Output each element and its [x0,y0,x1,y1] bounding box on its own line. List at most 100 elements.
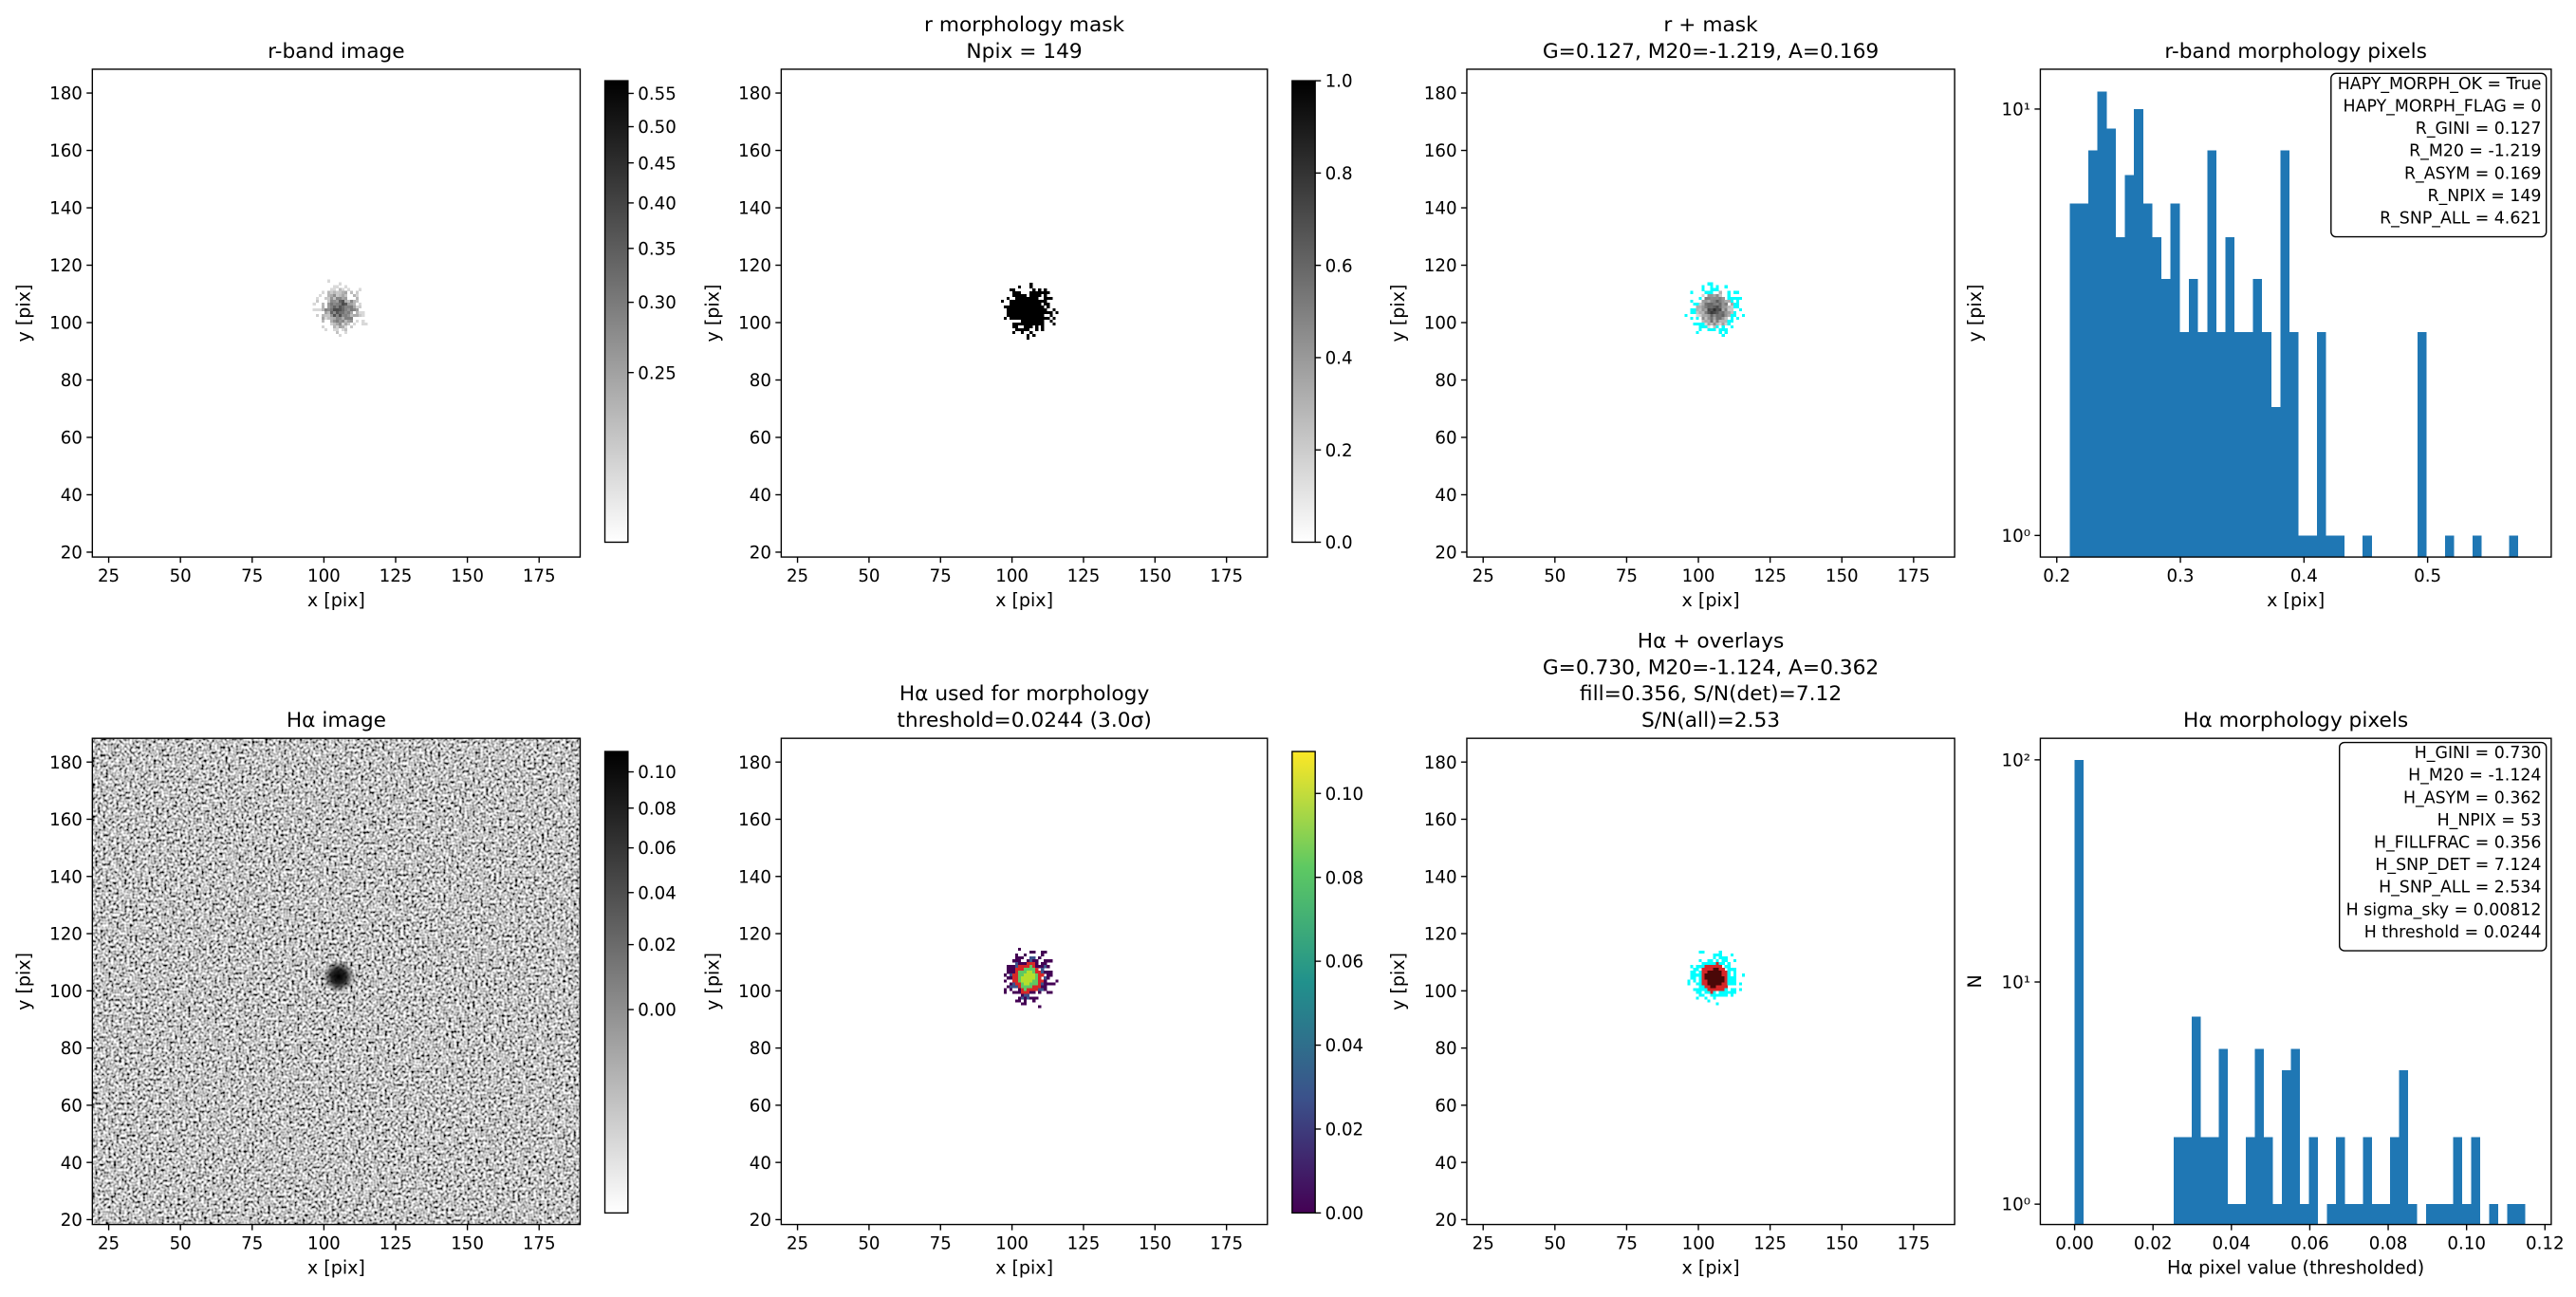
pixel [1044,988,1047,991]
pixel [1024,305,1028,308]
pixel [1035,307,1039,311]
pixel [1007,310,1010,314]
pixel [1715,971,1719,974]
hist-bar [2074,759,2085,1225]
x-tick-label: 100 [995,1234,1029,1254]
pixel [1696,982,1699,986]
pixel [321,307,324,311]
hist-bar [2336,1137,2345,1225]
pixel [1701,968,1705,972]
colorbar-tick-label: 0.00 [1325,1204,1364,1224]
pixel [1032,951,1036,954]
pixel [315,307,319,311]
y-tick-label: 180 [49,84,83,104]
hist-bar [2418,331,2427,558]
y-tick-label: 10⁰ [2002,1195,2030,1215]
pixel [1707,305,1711,308]
pixel [1029,985,1033,989]
panel-title: r-band morphology pixels [2164,40,2427,64]
pixel [1733,968,1736,972]
pixel [1032,293,1036,297]
pixel [1012,322,1016,326]
pixel [329,299,334,303]
pixel [1707,313,1711,318]
hist-bar [2225,237,2235,558]
y-tick-label: 180 [49,753,83,773]
colorbar-tick-label: 0.06 [1325,953,1364,973]
pixel [1044,979,1047,983]
y-tick-label: 80 [1435,1039,1456,1059]
pixel [1721,313,1725,318]
pixel [1715,287,1719,291]
pixel [1027,988,1030,991]
pixel [1718,290,1722,294]
pixel [1021,330,1025,335]
pixel [1032,982,1036,986]
hist-bar [2152,237,2162,558]
pixel [1698,310,1702,315]
panel-title: r + mask [1663,13,1758,37]
hist-bar [2215,331,2226,558]
pixel [1693,323,1696,326]
hist-bar [2252,278,2263,558]
pixel [1041,968,1045,972]
pixel [1001,299,1005,303]
y-tick-label: 20 [750,544,771,564]
pixel [1715,973,1719,977]
pixel [1721,973,1725,977]
colorbar-tick-label: 0.40 [638,194,676,213]
x-tick-label: 150 [1825,1234,1859,1254]
pixel [1035,296,1039,300]
pixel [1718,328,1722,332]
pixel [1012,982,1016,986]
pixel [1713,287,1716,291]
pixel [344,290,348,294]
pixel [1727,962,1731,966]
pixel [353,323,357,326]
stats-line: R_ASYM = 0.169 [2404,164,2542,183]
x-tick-label: 75 [241,1234,263,1254]
pixel [1715,962,1719,966]
pixel [1701,323,1705,326]
stats-box-frame [2330,72,2548,238]
pixel [1038,287,1042,291]
pixel [1693,971,1696,974]
pixel [1010,310,1013,314]
pixel [1704,296,1708,300]
pixel [1024,976,1028,980]
pixel [1024,310,1028,314]
pixel [1710,965,1714,969]
x-tick-label: 100 [307,566,341,586]
pixel [1701,976,1705,980]
pixel [350,307,354,311]
pixel [338,282,343,286]
pixel [350,302,354,306]
pixel [1707,976,1711,980]
pixel [1730,316,1733,321]
pixel [1032,305,1036,308]
hist-bar [2462,1204,2472,1225]
pixel [1012,293,1016,297]
pixel [1713,996,1716,1000]
pixel [1710,985,1714,989]
pixel [1721,334,1725,338]
pixel [1721,982,1725,986]
pixel [329,310,334,315]
pixel [1724,993,1728,997]
pixel [324,296,327,300]
pixel [1010,971,1013,974]
x-tick-label: 125 [380,1234,413,1254]
panel: Hα used for morphology threshold=0.0244 (… [701,682,1363,1278]
pixel [1004,991,1008,994]
pixel [341,299,345,303]
pixel [1024,999,1028,1003]
pixel [1724,331,1728,335]
pixel [1724,299,1728,303]
pixel [1718,307,1722,311]
pixel [1698,307,1702,311]
pixel [347,310,351,315]
pixel [1710,316,1714,321]
pixel [1721,328,1725,332]
pixel [1032,999,1036,1003]
hist-bar [2280,150,2290,558]
